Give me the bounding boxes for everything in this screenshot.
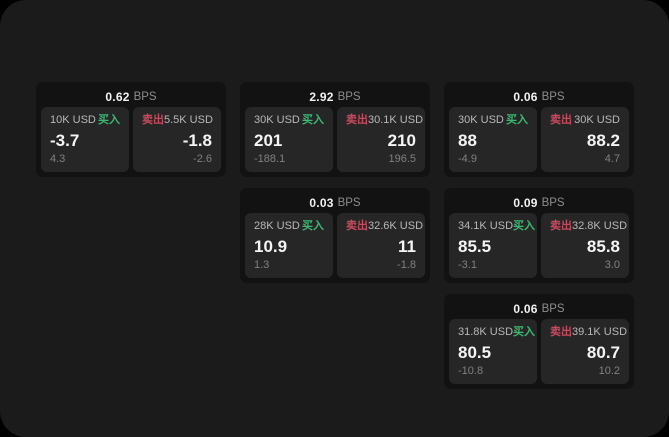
sell-price: 88.2 xyxy=(586,130,620,150)
sell-side-label: 卖出 xyxy=(550,326,572,338)
card-bps-header: 0.06 BPS xyxy=(449,86,629,107)
sell-price: 210 xyxy=(387,130,416,150)
buy-side-label: 买入 xyxy=(513,326,536,338)
quote-card: 0.62 BPS 10K USD 买入 -3.7 4.3 卖出 5.5K USD xyxy=(36,82,226,177)
buy-quote-tile[interactable]: 30K USD 买入 201 -188.1 xyxy=(245,107,333,172)
card-bps-header: 0.62 BPS xyxy=(41,86,221,107)
buy-change: -4.9 xyxy=(458,153,477,165)
sell-quote-tile[interactable]: 卖出 30.1K USD 210 196.5 xyxy=(337,107,425,172)
quote-panels: 28K USD 买入 10.9 1.3 卖出 32.6K USD 11 -1.8 xyxy=(245,213,425,278)
sell-side-label: 卖出 xyxy=(346,114,368,126)
buy-price: 10.9 xyxy=(254,236,288,256)
buy-side-label: 买入 xyxy=(302,220,324,232)
buy-price: -3.7 xyxy=(50,130,80,150)
sell-change: 4.7 xyxy=(604,153,620,165)
sell-price: 11 xyxy=(398,236,416,256)
buy-change: 4.3 xyxy=(50,153,66,165)
bps-value: 2.92 xyxy=(309,89,334,104)
sell-change: 196.5 xyxy=(388,153,416,165)
buy-change: 1.3 xyxy=(254,259,270,271)
bps-unit-label: BPS xyxy=(133,90,157,103)
buy-notional: 31.8K USD xyxy=(458,326,514,338)
buy-price: 201 xyxy=(254,130,283,150)
buy-notional: 34.1K USD xyxy=(458,220,514,232)
sell-side-label: 卖出 xyxy=(550,220,572,232)
quote-card: 0.09 BPS 34.1K USD 买入 85.5 -3.1 卖出 32.8K… xyxy=(444,188,634,283)
sell-notional: 32.6K USD xyxy=(368,220,424,232)
quote-card: 0.06 BPS 31.8K USD 买入 80.5 -10.8 卖出 39.1… xyxy=(444,294,634,389)
sell-quote-tile[interactable]: 卖出 30K USD 88.2 4.7 xyxy=(541,107,629,172)
buy-notional: 10K USD xyxy=(50,114,96,126)
buy-change: -188.1 xyxy=(254,153,286,165)
sell-quote-tile[interactable]: 卖出 32.8K USD 85.8 3.0 xyxy=(541,213,629,278)
card-bps-header: 0.06 BPS xyxy=(449,298,629,319)
bps-unit-label: BPS xyxy=(541,196,565,209)
sell-notional: 5.5K USD xyxy=(164,114,213,126)
buy-side-label: 买入 xyxy=(513,220,536,232)
sell-side-label: 卖出 xyxy=(142,114,164,126)
bps-unit-label: BPS xyxy=(337,196,361,209)
sell-quote-tile[interactable]: 卖出 39.1K USD 80.7 10.2 xyxy=(541,319,629,384)
sell-change: -2.6 xyxy=(193,153,212,165)
bps-value: 0.09 xyxy=(513,195,538,210)
sell-change: 10.2 xyxy=(598,365,620,377)
sell-side-label: 卖出 xyxy=(346,220,368,232)
buy-price: 85.5 xyxy=(458,236,492,256)
card-bps-header: 2.92 BPS xyxy=(245,86,425,107)
buy-notional: 28K USD xyxy=(254,220,300,232)
sell-notional: 39.1K USD xyxy=(572,326,628,338)
bps-value: 0.06 xyxy=(513,89,538,104)
bps-value: 0.62 xyxy=(105,89,130,104)
sell-side-label: 卖出 xyxy=(550,114,572,126)
bps-unit-label: BPS xyxy=(541,90,565,103)
quote-panels: 30K USD 买入 88 -4.9 卖出 30K USD 88.2 4.7 xyxy=(449,107,629,172)
bps-value: 0.06 xyxy=(513,301,538,316)
buy-side-label: 买入 xyxy=(98,114,120,126)
bps-value: 0.03 xyxy=(309,195,334,210)
buy-price: 80.5 xyxy=(458,342,492,362)
buy-price: 88 xyxy=(458,130,477,150)
bps-unit-label: BPS xyxy=(337,90,361,103)
quote-card: 2.92 BPS 30K USD 买入 201 -188.1 卖出 30.1K … xyxy=(240,82,430,177)
quote-panels: 34.1K USD 买入 85.5 -3.1 卖出 32.8K USD 85.8… xyxy=(449,213,629,278)
quote-panels: 10K USD 买入 -3.7 4.3 卖出 5.5K USD -1.8 -2.… xyxy=(41,107,221,172)
quote-cards-grid: 0.62 BPS 10K USD 买入 -3.7 4.3 卖出 5.5K USD xyxy=(36,82,634,389)
bps-unit-label: BPS xyxy=(541,302,565,315)
buy-quote-tile[interactable]: 34.1K USD 买入 85.5 -3.1 xyxy=(449,213,537,278)
buy-notional: 30K USD xyxy=(254,114,300,126)
buy-quote-tile[interactable]: 28K USD 买入 10.9 1.3 xyxy=(245,213,333,278)
quote-panels: 30K USD 买入 201 -188.1 卖出 30.1K USD 210 1… xyxy=(245,107,425,172)
sell-change: 3.0 xyxy=(604,259,620,271)
buy-quote-tile[interactable]: 31.8K USD 买入 80.5 -10.8 xyxy=(449,319,537,384)
sell-notional: 32.8K USD xyxy=(572,220,628,232)
card-bps-header: 0.09 BPS xyxy=(449,192,629,213)
sell-price: 85.8 xyxy=(586,236,620,256)
sell-notional: 30.1K USD xyxy=(368,114,424,126)
buy-side-label: 买入 xyxy=(506,114,528,126)
sell-notional: 30K USD xyxy=(574,114,620,126)
buy-change: -10.8 xyxy=(458,365,484,377)
buy-side-label: 买入 xyxy=(302,114,324,126)
sell-change: -1.8 xyxy=(397,259,416,271)
quote-card: 0.03 BPS 28K USD 买入 10.9 1.3 卖出 32.6K US… xyxy=(240,188,430,283)
sell-price: -1.8 xyxy=(182,130,212,150)
sell-quote-tile[interactable]: 卖出 32.6K USD 11 -1.8 xyxy=(337,213,425,278)
buy-change: -3.1 xyxy=(458,259,477,271)
buy-quote-tile[interactable]: 10K USD 买入 -3.7 4.3 xyxy=(41,107,129,172)
buy-notional: 30K USD xyxy=(458,114,504,126)
sell-price: 80.7 xyxy=(586,342,620,362)
quote-card: 0.06 BPS 30K USD 买入 88 -4.9 卖出 30K USD xyxy=(444,82,634,177)
sell-quote-tile[interactable]: 卖出 5.5K USD -1.8 -2.6 xyxy=(133,107,221,172)
quote-panels: 31.8K USD 买入 80.5 -10.8 卖出 39.1K USD 80.… xyxy=(449,319,629,384)
card-bps-header: 0.03 BPS xyxy=(245,192,425,213)
buy-quote-tile[interactable]: 30K USD 买入 88 -4.9 xyxy=(449,107,537,172)
